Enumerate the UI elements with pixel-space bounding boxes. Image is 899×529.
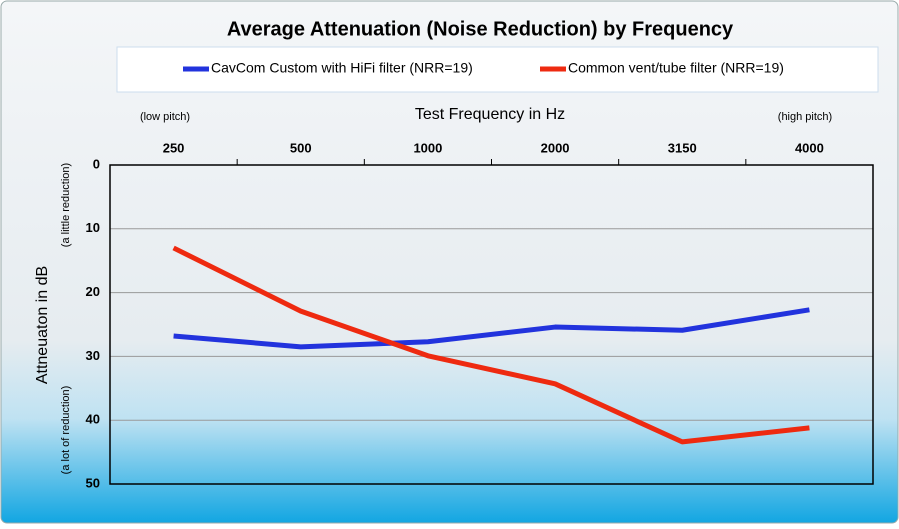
legend-label: CavCom Custom with HiFi filter (NRR=19) (211, 60, 473, 76)
y-tick-label: 20 (86, 284, 100, 299)
x-annotation: (low pitch) (140, 111, 190, 123)
series-line (172, 245, 810, 445)
legend-label: Common vent/tube filter (NRR=19) (568, 60, 784, 76)
y-annotation: (a little reduction) (60, 163, 72, 247)
x-tick-label: 500 (290, 140, 312, 155)
chart-title: Average Attenuation (Noise Reduction) by… (227, 18, 734, 40)
y-tick-label: 0 (93, 156, 100, 171)
x-axis-label: Test Frequency in Hz (415, 106, 565, 123)
x-tick-label: 250 (163, 140, 185, 155)
x-tick-label: 1000 (413, 140, 442, 155)
x-tick-label: 2000 (541, 140, 570, 155)
y-tick-label: 40 (86, 412, 100, 427)
y-tick-label: 10 (86, 220, 100, 235)
y-tick-label: 30 (86, 348, 100, 363)
y-axis-label: Attneuaton in dB (34, 266, 51, 384)
series-line (173, 307, 810, 350)
x-tick-label: 3150 (668, 140, 697, 155)
legend-box (116, 46, 879, 93)
x-annotation: (high pitch) (778, 111, 832, 123)
x-tick-label: 4000 (795, 140, 824, 155)
y-tick-label: 50 (86, 475, 100, 490)
y-annotation: (a lot of reduction) (60, 386, 72, 475)
